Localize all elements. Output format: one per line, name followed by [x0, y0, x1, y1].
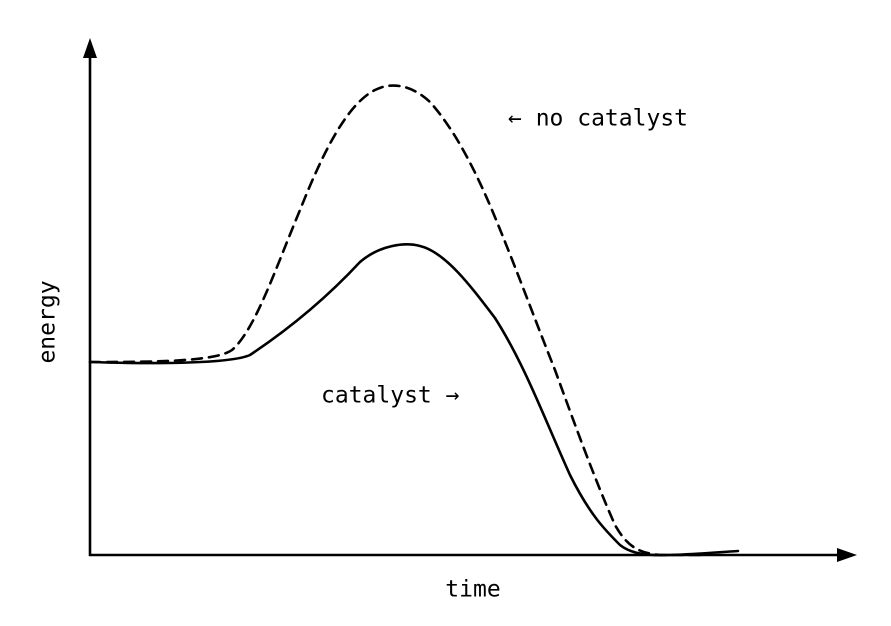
x-axis-arrowhead	[837, 548, 857, 562]
x-axis-label: time	[445, 577, 500, 603]
catalyst-label: catalyst →	[321, 383, 460, 409]
no-catalyst-curve	[88, 84, 702, 557]
y-axis-label: energy	[35, 280, 61, 363]
no-catalyst-label: ← no catalyst	[508, 106, 688, 132]
catalyst-curve	[88, 243, 740, 557]
y-axis-arrowhead	[83, 38, 97, 58]
